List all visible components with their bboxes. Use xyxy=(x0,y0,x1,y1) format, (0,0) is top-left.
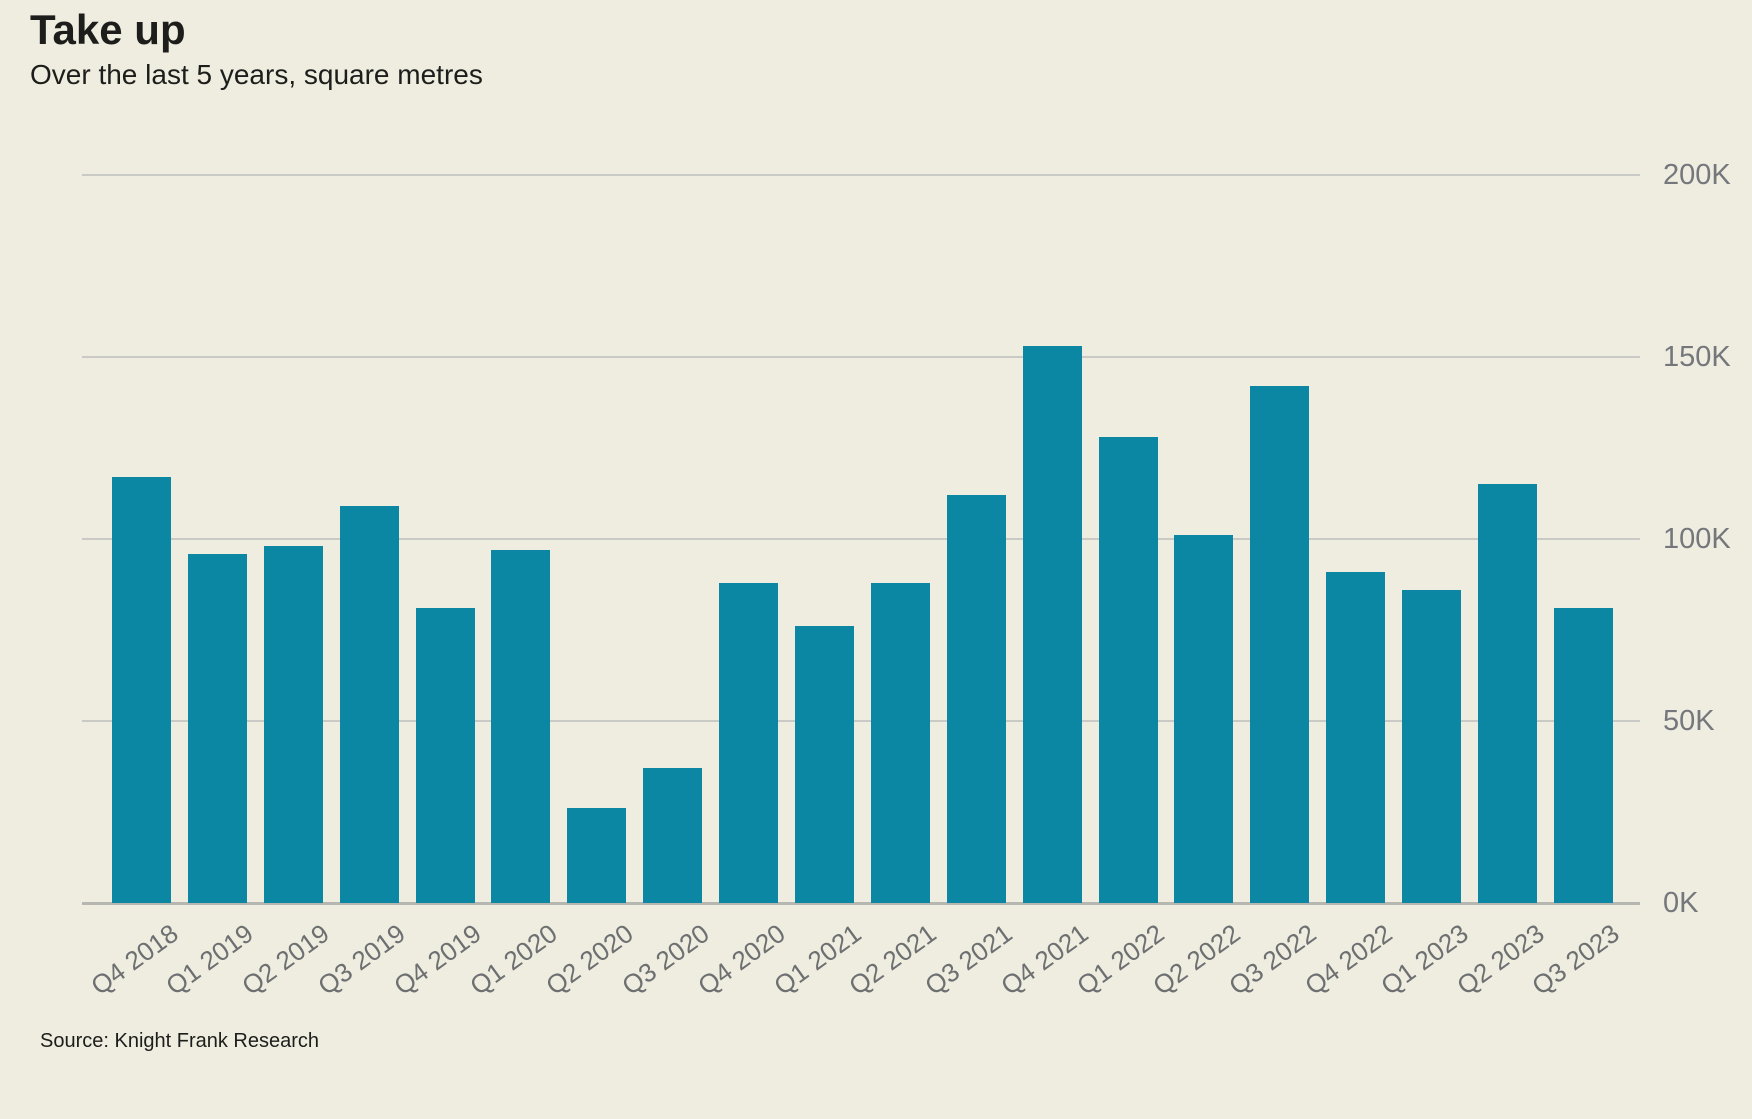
bar-q3-2019[interactable] xyxy=(340,506,399,903)
bar-q4-2020[interactable] xyxy=(719,582,778,903)
gridline-100k xyxy=(82,538,1640,540)
bar-q3-2023[interactable] xyxy=(1554,608,1613,903)
y-tick-label-0k: 0K xyxy=(1663,887,1699,919)
bar-q1-2019[interactable] xyxy=(188,553,247,903)
gridline-50k xyxy=(82,720,1640,722)
bar-q2-2020[interactable] xyxy=(567,808,626,903)
bar-q4-2021[interactable] xyxy=(1023,346,1082,903)
bar-q2-2019[interactable] xyxy=(264,546,323,903)
y-tick-label-150k: 150K xyxy=(1663,341,1731,373)
bar-q1-2023[interactable] xyxy=(1402,589,1461,903)
gridline-200k xyxy=(82,174,1640,176)
bar-q3-2021[interactable] xyxy=(947,495,1006,903)
bar-q1-2020[interactable] xyxy=(491,549,550,903)
bar-q2-2021[interactable] xyxy=(871,582,930,903)
gridline-0k xyxy=(82,902,1640,905)
bar-q2-2022[interactable] xyxy=(1174,535,1233,903)
source-note: Source: Knight Frank Research xyxy=(40,1030,320,1052)
chart-title: Take up xyxy=(30,6,186,53)
y-tick-label-200k: 200K xyxy=(1663,159,1731,191)
bar-q3-2022[interactable] xyxy=(1250,386,1309,903)
bar-q1-2021[interactable] xyxy=(795,626,854,903)
bar-q2-2023[interactable] xyxy=(1478,484,1537,903)
gridline-150k xyxy=(82,356,1640,358)
bar-q4-2019[interactable] xyxy=(416,608,475,903)
bar-q4-2022[interactable] xyxy=(1326,571,1385,903)
bar-q3-2020[interactable] xyxy=(643,768,702,903)
bar-q4-2018[interactable] xyxy=(112,477,171,903)
bar-q1-2022[interactable] xyxy=(1099,437,1158,903)
chart-subtitle: Over the last 5 years, square metres xyxy=(30,59,483,90)
y-tick-label-100k: 100K xyxy=(1663,523,1731,555)
y-tick-label-50k: 50K xyxy=(1663,705,1715,737)
